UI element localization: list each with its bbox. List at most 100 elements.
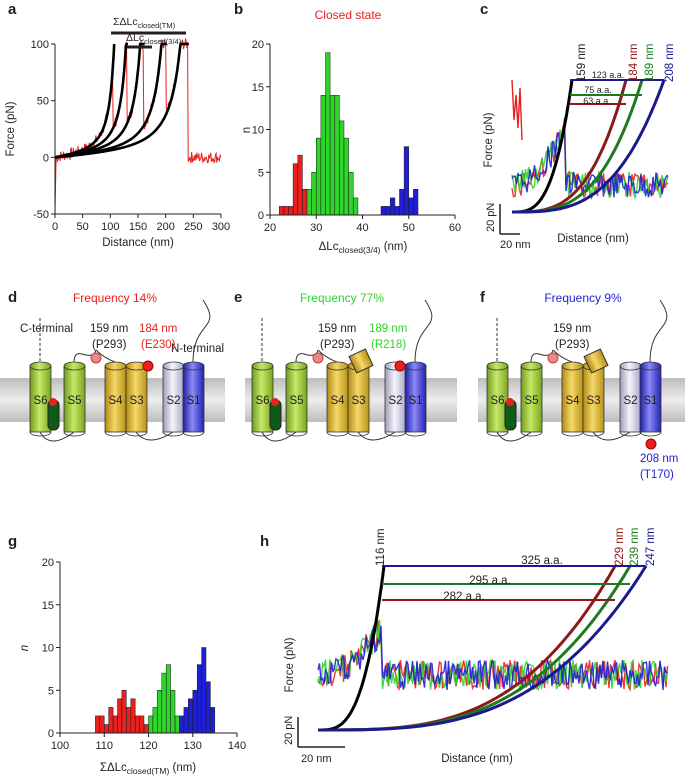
helix-s6-cap <box>251 361 274 371</box>
panel-b-bar-red <box>297 154 303 216</box>
panel-d-label: d <box>8 289 17 306</box>
panel-g-x-tick-label: 140 <box>228 740 246 752</box>
panel-c-curve-label-208: 208 nm <box>664 44 676 82</box>
panel-g-x-label-main: ΣΔLc <box>100 762 127 774</box>
panel-g-bar-red <box>130 698 136 734</box>
panel-d: d Frequency 14% S6 S5 S4 S3 S2 S1 C-terminal … <box>0 289 225 442</box>
panel-g-x-tick-label: 100 <box>51 740 69 752</box>
helix-s5-base <box>520 431 543 437</box>
helix-s2-cap <box>162 361 185 371</box>
panel-e-site2-res: (R218) <box>371 339 406 351</box>
panel-c-curve-label-159: 159 nm <box>576 44 588 82</box>
panel-a-y-tick-label: 0 <box>43 152 49 164</box>
panel-h-curve-label-247: 247 nm <box>645 528 657 566</box>
panel-a-wlc-fit <box>54 42 128 159</box>
panel-b-bar-red <box>292 163 298 216</box>
panel-g-bar-green <box>165 664 171 734</box>
panel-g-bar-blue <box>210 707 216 734</box>
helix-s4-base <box>104 431 127 437</box>
panel-b-bar-green <box>320 95 326 216</box>
panel-b-bar-green <box>353 197 359 216</box>
panel-b-bar-red <box>283 206 289 216</box>
panel-g-bar-red <box>139 715 145 734</box>
helix-s3-label: S3 <box>351 395 365 407</box>
panel-a-34-text: ΔLc <box>126 32 144 44</box>
panel-e: e Frequency 77% S6 S5 S4 S3 S2 S1 159 nm (P29… <box>234 289 457 442</box>
panel-a-y-tick-label: 100 <box>31 39 49 51</box>
helix-s1-label: S1 <box>408 395 422 407</box>
panel-g-bar-blue <box>183 707 189 734</box>
panel-a-tm-annotation: ΣΔLcclosed(TM) <box>113 16 176 30</box>
panel-g-bar-blue <box>188 698 193 734</box>
panel-c-scale-y-label: 20 pN <box>485 203 497 232</box>
tilted-helix-segment <box>348 348 374 374</box>
panel-g-bars <box>95 647 216 734</box>
panel-b-bar-green <box>343 137 349 216</box>
panel-d-site1-res: (P293) <box>92 339 127 351</box>
helix-s5-label: S5 <box>524 395 538 407</box>
panel-g-x-label-sub: closed(TM) <box>127 766 170 776</box>
panel-c-wlc-curves <box>512 79 666 214</box>
panel-c-aa-label-123: 123 a.a. <box>592 70 625 80</box>
panel-g-y-ticks: 0 5 10 15 20 <box>42 557 60 740</box>
panel-a-wlc-fit <box>55 42 189 159</box>
panel-g-bar-red <box>143 724 149 734</box>
panel-c-trace-2 <box>511 119 669 198</box>
panel-h-aa-label-325: 325 a.a. <box>521 555 563 567</box>
intracellular-loop <box>496 431 532 442</box>
panel-g-x-tick-label: 110 <box>95 740 113 752</box>
panel-e-title: Frequency 77% <box>300 291 384 305</box>
panel-b-bar-green <box>339 120 345 216</box>
panel-d-site2-res: (E230) <box>141 339 176 351</box>
panel-c-label: c <box>480 1 488 18</box>
panel-b-x-label-unit: (nm) <box>381 241 408 253</box>
panel-g-bar-green <box>161 672 167 734</box>
panel-f-site1: 159 nm <box>553 323 591 335</box>
n-terminal-tail <box>192 299 211 363</box>
panel-g-y-tick-label: 20 <box>42 557 54 569</box>
panel-a-x-ticks: 0 50 100 150 200 250 300 <box>52 214 230 233</box>
panel-b-bar-blue <box>390 197 396 216</box>
panel-h-y-label: Force (pN) <box>284 637 296 692</box>
helix-s5-label: S5 <box>289 395 303 407</box>
panel-c-traces <box>511 79 669 200</box>
panel-f-label: f <box>480 289 486 306</box>
intracellular-loop-2 <box>357 431 396 441</box>
panel-g-x-ticks: 100 110 120 130 140 <box>51 733 246 752</box>
panel-a-x-tick-label: 300 <box>212 221 230 233</box>
panel-b-bar-green <box>348 172 354 216</box>
helix-s3-label: S3 <box>129 395 143 407</box>
helix-s4-base <box>326 431 349 437</box>
panel-g-bar-red <box>99 715 105 734</box>
panel-a-tm-text: ΣΔLc <box>113 16 138 28</box>
panel-b-y-ticks: 0 5 10 15 20 <box>252 39 270 222</box>
helix-s1-cap <box>404 361 427 371</box>
panel-h: h 116 nm 229 nm 239 nm 247 nm 325 a.a. 2… <box>260 528 669 765</box>
panel-b-bar-green <box>316 137 322 216</box>
helix-s5-cap <box>285 361 308 371</box>
panel-a-34-annotation: ΔLcclosed(3/4) <box>126 32 182 46</box>
panel-c: c 159 nm 184 nm 189 nm 208 nm 123 a.a. 7… <box>480 1 676 251</box>
helix-s5-base <box>63 431 86 437</box>
helix-s3-base <box>347 431 370 437</box>
helix-s6-cap <box>486 361 509 371</box>
panel-g-label: g <box>8 533 17 550</box>
panel-b-bar-blue <box>413 189 419 216</box>
panel-h-curve-label-239: 239 nm <box>629 528 641 566</box>
helix-s6-base <box>486 431 509 437</box>
panel-a-x-tick-label: 200 <box>156 221 174 233</box>
panel-f: f Frequency 9% S6 S5 S4 S3 S2 S1 159 nm (P293… <box>478 289 685 481</box>
loop-s4 <box>317 349 338 363</box>
panel-g-bar-green <box>152 707 158 734</box>
helix-s3-base <box>125 431 148 437</box>
panel-b-x-tick-label: 50 <box>403 222 415 234</box>
helix-s4-label: S4 <box>108 395 123 407</box>
panel-a-x-tick-label: 0 <box>52 221 58 233</box>
panel-b: b Closed state 20 30 40 50 60 0 5 10 15 20 ΔLccl… <box>234 1 461 255</box>
panel-b-bars <box>279 52 419 216</box>
helix-s6-base <box>29 431 52 437</box>
panel-a-y-tick-label: -50 <box>33 209 49 221</box>
loop-s4 <box>552 349 573 363</box>
